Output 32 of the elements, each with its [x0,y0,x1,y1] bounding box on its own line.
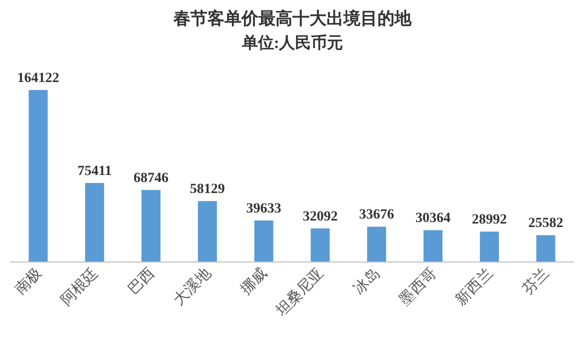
x-tick-label: 阿根廷 [58,264,102,309]
bar [254,220,274,262]
bar [198,201,217,262]
data-label: 28992 [472,212,507,228]
bar [142,190,160,262]
data-label: 32092 [302,209,338,224]
x-tick-label: 坦桑尼亚 [272,264,328,320]
x-tick-label: 墨西哥 [396,266,440,309]
x-tick-label: 芬兰 [519,264,553,298]
data-label: 39633 [246,201,282,216]
bar [480,232,499,262]
x-tick-label: 大溪地 [170,264,214,309]
x-tick-label: 南极 [12,264,46,298]
bar [28,90,48,262]
bar [367,226,386,262]
data-label: 68746 [134,170,168,186]
bar [310,228,330,262]
data-label: 164122 [17,71,60,86]
chart-title: 春节客单价最高十大出境目的地 [172,9,412,28]
x-tick-label: 巴西 [125,266,158,298]
x-tick-label: 冰岛 [350,264,384,298]
bar [85,182,104,262]
chart-subtitle: 单位:人民币元 [240,34,344,52]
data-label: 75411 [77,164,112,179]
data-label: 33676 [359,208,394,223]
x-tick-label: 挪威 [237,264,271,298]
x-tick-label: 新西兰 [452,264,496,309]
bar [536,235,556,262]
data-label: 58129 [190,182,225,198]
data-label: 30364 [416,211,450,226]
bar [424,230,442,262]
data-label: 25582 [528,216,564,232]
